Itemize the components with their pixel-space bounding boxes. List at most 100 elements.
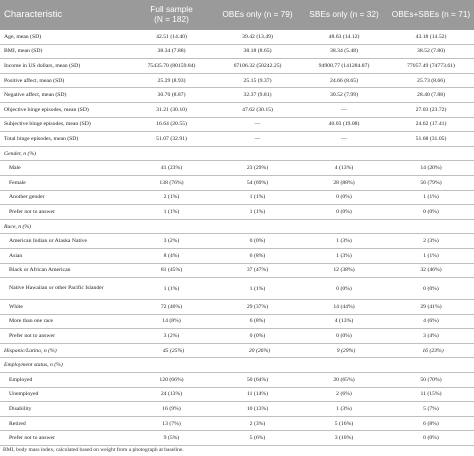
section-row: Hispanic/Latino, n (%) 45 (25%) 20 (26%) 9 … xyxy=(0,343,474,359)
row-label: Age, mean (SD) xyxy=(0,30,128,45)
table-cell: 1 (1%) xyxy=(388,248,474,264)
table-cell: 24.62 (17.41) xyxy=(388,117,474,133)
row-label: Employment status, n (%) xyxy=(0,357,128,374)
table-row: Prefer not to answer 9 (5%) 5 (6%) 3 (10%) 0… xyxy=(0,430,474,447)
table-cell: 1 (1%) xyxy=(215,190,300,206)
row-label: Negative affect, mean (SD) xyxy=(0,87,128,103)
table-cell: — xyxy=(215,131,300,147)
row-label: Unemployed xyxy=(0,387,128,403)
table-cell: 1 (3%) xyxy=(300,401,388,417)
table-cell: 5 (7%) xyxy=(388,401,474,417)
table-cell: 32.37 (9.81) xyxy=(215,87,300,103)
table-cell: 0 (0%) xyxy=(388,430,474,447)
table-cell: 2 (1%) xyxy=(128,190,215,206)
table-cell: 138 (76%) xyxy=(128,175,215,191)
table-cell: 31.21 (30.10) xyxy=(128,102,215,118)
table-cell: 27.03 (23.72) xyxy=(388,102,474,118)
table-cell: 0 (0%) xyxy=(388,277,474,301)
empty-cell xyxy=(300,146,388,162)
table-cell: 37 (47%) xyxy=(215,263,300,279)
table-cell: 1 (1%) xyxy=(215,204,300,220)
header-text: OBEs+SBEs (n = 71) xyxy=(391,9,471,20)
table-row: Negative affect, mean (SD) 30.70 (8.87) 32… xyxy=(0,87,474,103)
table-cell: 11 (15%) xyxy=(388,387,474,403)
empty-cell xyxy=(300,357,388,374)
table-cell: 20 (65%) xyxy=(300,372,388,388)
table-cell: 5 (6%) xyxy=(215,430,300,447)
empty-cell xyxy=(215,146,300,162)
table-cell: 1 (3%) xyxy=(300,248,388,264)
header-text: Characteristic xyxy=(4,9,63,21)
empty-cell xyxy=(300,219,388,235)
table-row: More than one race 14 (8%) 6 (8%) 4 (13%) 4 … xyxy=(0,314,474,330)
table-cell: 3 (2%) xyxy=(128,233,215,249)
table-cell: 51.07 (32.91) xyxy=(128,131,215,147)
table-row: Native Hawaiian or other Pacific Islande… xyxy=(0,277,474,301)
table-cell: 42.51 (14.40) xyxy=(128,30,215,45)
table-cell: 6 (8%) xyxy=(215,248,300,264)
column-header-4: OBEs+SBEs (n = 71) xyxy=(388,0,474,30)
table-cell: 4 (13%) xyxy=(300,314,388,330)
row-label: Native Hawaiian or other Pacific Islande… xyxy=(0,277,128,301)
table-cell: 48.63 (14.12) xyxy=(300,30,388,45)
table-cell: 9 (5%) xyxy=(128,430,215,447)
row-label: Disability xyxy=(0,401,128,417)
empty-cell xyxy=(388,219,474,235)
column-header-3: SBEs only (n = 32) xyxy=(300,0,388,30)
table-row: Positive affect, mean (SD) 25.29 (8.93) 25… xyxy=(0,73,474,89)
table-cell: 30.52 (7.99) xyxy=(300,87,388,103)
table-cell: 38.34 (5.48) xyxy=(300,44,388,60)
table-cell: 43.18 (14.52) xyxy=(388,30,474,45)
table-row: Unemployed 24 (13%) 11 (14%) 2 (6%) 11 (15%) xyxy=(0,387,474,403)
column-header-characteristic: Characteristic xyxy=(0,0,128,30)
table-cell: 6 (8%) xyxy=(215,314,300,330)
table-cell: 14 (44%) xyxy=(300,299,388,315)
table-cell: 16 (9%) xyxy=(128,401,215,417)
table-cell: 94900.77 (141284.87) xyxy=(300,58,388,74)
table-cell: 13 (7%) xyxy=(128,416,215,432)
table-cell: 120 (66%) xyxy=(128,372,215,388)
row-label: White xyxy=(0,299,128,315)
section-row: Race, n (%) xyxy=(0,219,474,235)
table-cell: 16 (23%) xyxy=(388,343,474,359)
table-cell: 51.68 (31.05) xyxy=(388,131,474,147)
table-cell: 32 (46%) xyxy=(388,263,474,279)
table-row: BMI, mean (SD) 38.34 (7.88) 38.18 (8.65) 38… xyxy=(0,44,474,60)
column-header-1: Full sample (N = 182) xyxy=(128,0,215,30)
row-label: Hispanic/Latino, n (%) xyxy=(0,343,128,359)
table-row: Black or African American 81 (45%) 37 (47%… xyxy=(0,263,474,279)
table-cell: 40.03 (19.08) xyxy=(300,117,388,133)
table-cell: 56 (79%) xyxy=(388,175,474,191)
table-cell: 14 (20%) xyxy=(388,160,474,176)
table-row: Asian 8 (4%) 6 (8%) 1 (3%) 1 (1%) xyxy=(0,248,474,264)
empty-cell xyxy=(215,357,300,374)
table-row: Total binge episodes, mean (SD) 51.07 (32… xyxy=(0,131,474,147)
table-cell: 38.34 (7.88) xyxy=(128,44,215,60)
table-cell: 8 (4%) xyxy=(128,248,215,264)
table-row: Income in US dollars, mean (SD) 75435.70 … xyxy=(0,58,474,74)
row-label: Race, n (%) xyxy=(0,219,128,235)
table-cell: 47.62 (30.15) xyxy=(215,102,300,118)
row-label: Prefer not to answer xyxy=(0,328,128,344)
header-text: SBEs only (n = 32) xyxy=(309,9,379,20)
table-cell: 20 (26%) xyxy=(215,343,300,359)
empty-cell xyxy=(215,219,300,235)
table-header: Characteristic Full sample (N = 182) OBEs o… xyxy=(0,0,474,30)
row-label: Gender, n (%) xyxy=(0,146,128,162)
row-label: More than one race xyxy=(0,314,128,330)
table-cell: 30.70 (8.87) xyxy=(128,87,215,103)
table-cell: 23 (29%) xyxy=(215,160,300,176)
table-cell: 3 (10%) xyxy=(300,430,388,447)
table-row: Age, mean (SD) 42.51 (14.40) 39.42 (13.49)… xyxy=(0,30,474,45)
table-cell: 1 (3%) xyxy=(300,233,388,249)
row-label: American Indian or Alaska Native xyxy=(0,233,128,249)
table-row: White 72 (40%) 29 (37%) 14 (44%) 29 (41%) xyxy=(0,299,474,315)
header-text: OBEs only (n = 79) xyxy=(222,9,293,20)
row-label: Objective binge episodes, mean (SD) xyxy=(0,102,128,118)
table-cell: 0 (0%) xyxy=(300,204,388,220)
row-label: Male xyxy=(0,160,128,176)
empty-cell xyxy=(388,357,474,374)
table-cell: 16.64 (20.55) xyxy=(128,117,215,133)
row-label: Another gender xyxy=(0,190,128,206)
